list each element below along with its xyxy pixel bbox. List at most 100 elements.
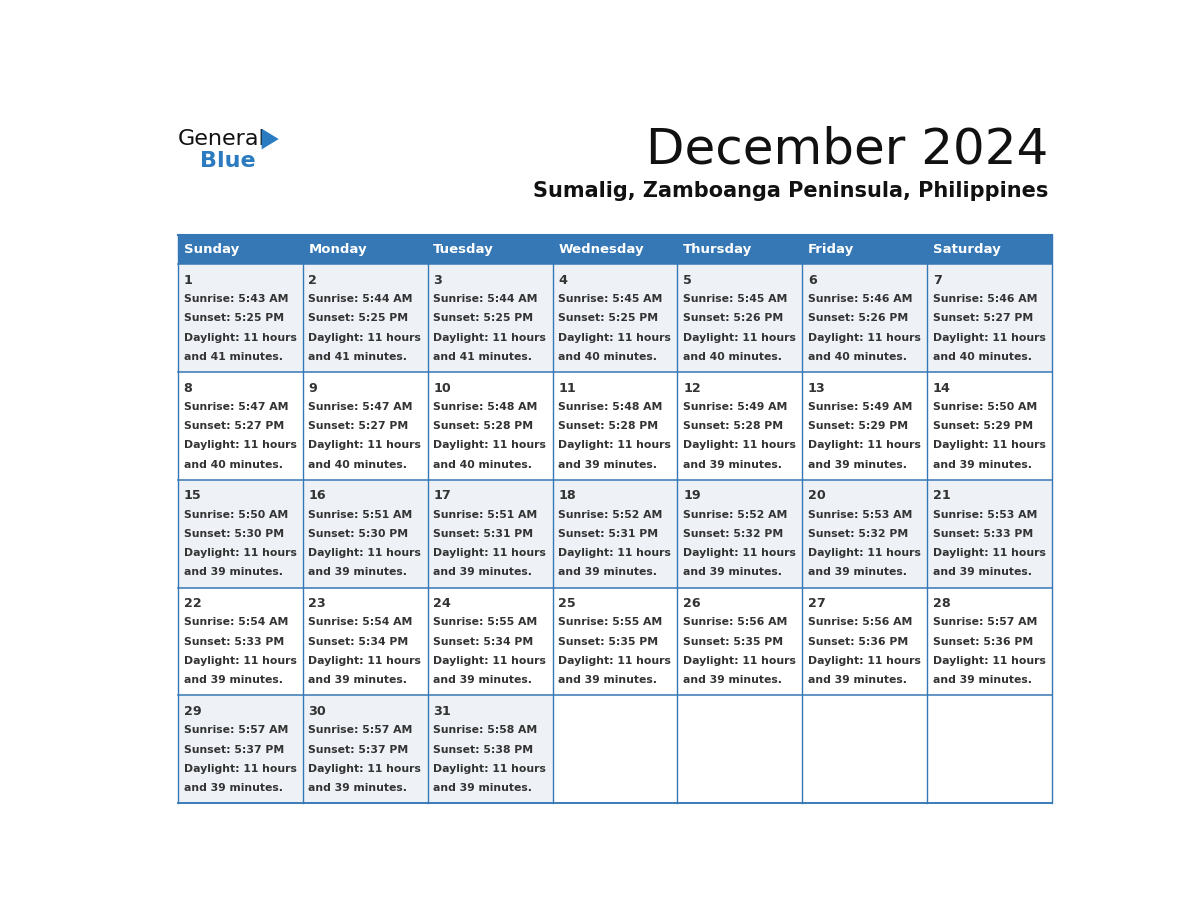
Text: Daylight: 11 hours: Daylight: 11 hours (558, 332, 671, 342)
Text: Daylight: 11 hours: Daylight: 11 hours (309, 441, 422, 451)
Bar (428, 695, 552, 803)
Bar (802, 588, 928, 695)
Text: 7: 7 (933, 274, 942, 286)
Bar (428, 264, 552, 372)
Bar (303, 264, 428, 372)
Text: 10: 10 (434, 382, 451, 395)
Bar (552, 480, 677, 588)
Bar (428, 695, 552, 803)
Text: and 40 minutes.: and 40 minutes. (933, 352, 1032, 362)
Text: 25: 25 (558, 598, 576, 610)
Text: Sunset: 5:37 PM: Sunset: 5:37 PM (309, 744, 409, 755)
Text: 12: 12 (683, 382, 701, 395)
Bar (178, 480, 303, 588)
Text: Daylight: 11 hours: Daylight: 11 hours (933, 441, 1045, 451)
Bar (802, 264, 928, 372)
Text: and 39 minutes.: and 39 minutes. (558, 567, 657, 577)
Text: Sunset: 5:30 PM: Sunset: 5:30 PM (184, 529, 284, 539)
Bar (428, 264, 552, 372)
Bar (677, 264, 802, 372)
Text: Sunset: 5:34 PM: Sunset: 5:34 PM (309, 637, 409, 646)
Bar (677, 588, 802, 695)
Text: and 39 minutes.: and 39 minutes. (184, 676, 283, 685)
Text: Daylight: 11 hours: Daylight: 11 hours (309, 548, 422, 558)
Bar (428, 372, 552, 480)
Text: and 39 minutes.: and 39 minutes. (683, 567, 782, 577)
Bar (428, 588, 552, 695)
Text: Sunrise: 5:43 AM: Sunrise: 5:43 AM (184, 294, 287, 304)
Text: 30: 30 (309, 705, 327, 718)
Text: Friday: Friday (808, 243, 854, 256)
Text: and 39 minutes.: and 39 minutes. (184, 567, 283, 577)
Text: Sunset: 5:25 PM: Sunset: 5:25 PM (309, 313, 409, 323)
Text: and 39 minutes.: and 39 minutes. (808, 676, 906, 685)
Text: Daylight: 11 hours: Daylight: 11 hours (184, 441, 297, 451)
Text: Sunset: 5:36 PM: Sunset: 5:36 PM (933, 637, 1034, 646)
Text: 6: 6 (808, 274, 816, 286)
Bar (677, 372, 802, 480)
Text: Sunrise: 5:46 AM: Sunrise: 5:46 AM (808, 294, 912, 304)
Bar (928, 480, 1053, 588)
Text: 16: 16 (309, 489, 326, 502)
Text: Daylight: 11 hours: Daylight: 11 hours (434, 332, 546, 342)
Bar (552, 235, 677, 264)
Bar (677, 235, 802, 264)
Text: 11: 11 (558, 382, 576, 395)
Bar (802, 235, 928, 264)
Text: Sumalig, Zamboanga Peninsula, Philippines: Sumalig, Zamboanga Peninsula, Philippine… (533, 181, 1048, 201)
Text: and 40 minutes.: and 40 minutes. (184, 460, 283, 470)
Bar (178, 372, 303, 480)
Text: Sunrise: 5:47 AM: Sunrise: 5:47 AM (184, 402, 287, 412)
Bar (677, 480, 802, 588)
Bar (428, 372, 552, 480)
Text: Daylight: 11 hours: Daylight: 11 hours (558, 548, 671, 558)
Text: and 39 minutes.: and 39 minutes. (309, 783, 407, 793)
Text: Daylight: 11 hours: Daylight: 11 hours (808, 441, 921, 451)
Text: and 39 minutes.: and 39 minutes. (808, 460, 906, 470)
Text: Sunset: 5:32 PM: Sunset: 5:32 PM (808, 529, 909, 539)
Text: 20: 20 (808, 489, 826, 502)
Bar (303, 695, 428, 803)
Bar (802, 480, 928, 588)
Text: and 39 minutes.: and 39 minutes. (933, 567, 1032, 577)
Bar (928, 264, 1053, 372)
Text: Sunrise: 5:55 AM: Sunrise: 5:55 AM (558, 618, 663, 628)
Text: Sunrise: 5:49 AM: Sunrise: 5:49 AM (683, 402, 788, 412)
Text: Sunset: 5:28 PM: Sunset: 5:28 PM (434, 421, 533, 431)
Text: and 39 minutes.: and 39 minutes. (683, 676, 782, 685)
Text: Sunrise: 5:44 AM: Sunrise: 5:44 AM (309, 294, 413, 304)
Text: and 39 minutes.: and 39 minutes. (558, 460, 657, 470)
Text: 19: 19 (683, 489, 701, 502)
Text: 17: 17 (434, 489, 451, 502)
Bar (303, 480, 428, 588)
Text: Tuesday: Tuesday (434, 243, 494, 256)
Bar (802, 480, 928, 588)
Text: Daylight: 11 hours: Daylight: 11 hours (683, 441, 796, 451)
Text: and 40 minutes.: and 40 minutes. (309, 460, 407, 470)
Bar (428, 480, 552, 588)
Text: and 39 minutes.: and 39 minutes. (808, 567, 906, 577)
Bar (303, 588, 428, 695)
Text: and 40 minutes.: and 40 minutes. (558, 352, 657, 362)
Text: Sunset: 5:35 PM: Sunset: 5:35 PM (558, 637, 658, 646)
Text: and 39 minutes.: and 39 minutes. (184, 783, 283, 793)
Text: and 41 minutes.: and 41 minutes. (184, 352, 283, 362)
Text: Sunset: 5:25 PM: Sunset: 5:25 PM (434, 313, 533, 323)
Text: 28: 28 (933, 598, 950, 610)
Text: Sunset: 5:28 PM: Sunset: 5:28 PM (683, 421, 783, 431)
Text: Sunset: 5:29 PM: Sunset: 5:29 PM (933, 421, 1034, 431)
Text: and 39 minutes.: and 39 minutes. (309, 676, 407, 685)
Bar (552, 588, 677, 695)
Text: Daylight: 11 hours: Daylight: 11 hours (808, 548, 921, 558)
Text: Sunset: 5:26 PM: Sunset: 5:26 PM (808, 313, 909, 323)
Bar (928, 588, 1053, 695)
Text: Sunrise: 5:51 AM: Sunrise: 5:51 AM (309, 509, 412, 520)
Text: and 39 minutes.: and 39 minutes. (933, 460, 1032, 470)
Text: 18: 18 (558, 489, 576, 502)
Bar (677, 480, 802, 588)
Text: Daylight: 11 hours: Daylight: 11 hours (558, 656, 671, 666)
Text: and 41 minutes.: and 41 minutes. (434, 352, 532, 362)
Bar (552, 372, 677, 480)
Bar (552, 480, 677, 588)
Text: 13: 13 (808, 382, 826, 395)
